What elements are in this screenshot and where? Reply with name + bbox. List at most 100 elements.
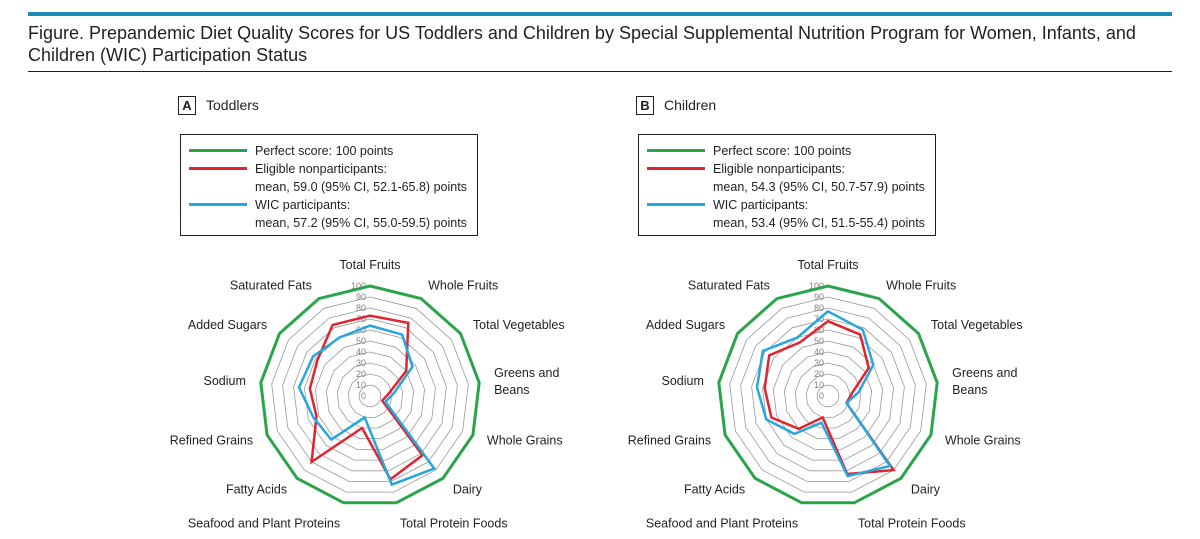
legend-item-perfect: Perfect score: 100 points (647, 142, 935, 160)
series-wic-participants (297, 324, 437, 487)
panel-title: Children (664, 97, 717, 113)
legend-item-nonparticipants: Eligible nonparticipants: mean, 54.3 (95%… (647, 160, 935, 196)
title-divider (28, 71, 1172, 72)
grid (718, 285, 938, 504)
tick-label: 40 (814, 347, 824, 357)
tick-label: 100 (809, 281, 824, 291)
tick-label: 50 (356, 336, 366, 346)
grid-ring (282, 307, 458, 482)
legend-item-participants: WIC participants: mean, 53.4 (95% CI, 51.… (647, 196, 935, 232)
axis-label: Greens and Beans (494, 366, 559, 397)
legend-item-nonparticipants: Eligible nonparticipants: mean, 59.0 (95%… (189, 160, 477, 196)
tick-label: 10 (356, 380, 366, 390)
panel-header: B Children (636, 94, 716, 116)
axis-label: Dairy (453, 483, 483, 497)
axis-label: Refined Grains (628, 433, 711, 447)
axis-label: Whole Grains (487, 433, 563, 447)
legend-label: WIC participants: mean, 53.4 (95% CI, 51.… (713, 198, 925, 230)
panel-header: A Toddlers (178, 94, 259, 116)
legend-label: Eligible nonparticipants: mean, 54.3 (95%… (713, 162, 925, 194)
tick-label: 60 (814, 325, 824, 335)
axis-label: Seafood and Plant Proteins (646, 516, 798, 530)
legend-label: Eligible nonparticipants: mean, 59.0 (95%… (255, 162, 467, 194)
grid-ring (816, 384, 840, 408)
legend-swatch-participants (647, 203, 705, 206)
tick-label: 30 (356, 358, 366, 368)
axis-label: Total Protein Foods (858, 516, 966, 530)
tick-label: 80 (814, 303, 824, 313)
grid-ring (751, 318, 905, 472)
grid-ring (762, 329, 894, 461)
axis-label: Saturated Fats (688, 278, 770, 292)
panel-letter: A (178, 95, 196, 115)
tick-label: 50 (814, 336, 824, 346)
legend-label: Perfect score: 100 points (255, 144, 394, 158)
tick-label: 40 (356, 347, 366, 357)
grid-ring (740, 307, 916, 482)
panel-title: Toddlers (206, 97, 259, 113)
axis-label: Greens and Beans (952, 366, 1017, 397)
axis-label: Added Sugars (188, 318, 267, 332)
series-eligible-nonparticipants (308, 314, 425, 482)
grid-ring (304, 329, 436, 461)
tick-label: 0 (361, 391, 366, 401)
grid-ring (260, 285, 480, 504)
tick-label: 30 (814, 358, 824, 368)
axis-label: Sodium (662, 374, 704, 388)
legend-swatch-perfect (647, 149, 705, 152)
grid-ring (314, 340, 426, 450)
axis-label: Seafood and Plant Proteins (188, 516, 340, 530)
tick-label: 0 (819, 391, 824, 401)
axis-label: Total Fruits (797, 258, 858, 272)
series-perfect-score (259, 284, 481, 505)
tick-label: 80 (356, 303, 366, 313)
axis-label: Dairy (911, 483, 941, 497)
grid-ring (772, 340, 884, 450)
tick-label: 20 (356, 369, 366, 379)
legend-label: WIC participants: mean, 57.2 (95% CI, 55.… (255, 198, 467, 230)
axis-label: Added Sugars (646, 318, 725, 332)
grid-ring (347, 373, 393, 418)
legend-swatch-nonparticipants (647, 167, 705, 170)
grid (260, 285, 480, 504)
tick-label: 100 (351, 281, 366, 291)
tick-label: 90 (356, 292, 366, 302)
axis-label: Total Fruits (339, 258, 400, 272)
axis-label: Fatty Acids (684, 483, 745, 497)
series-wic-participants (755, 309, 893, 478)
tick-label: 90 (814, 292, 824, 302)
axis-label: Total Protein Foods (400, 516, 508, 530)
axis-label: Whole Grains (945, 433, 1021, 447)
legend-item-participants: WIC participants: mean, 57.2 (95% CI, 55.… (189, 196, 477, 232)
axis-label: Fatty Acids (226, 483, 287, 497)
grid-ring (729, 296, 927, 493)
grid-ring (271, 296, 469, 493)
panel-toddlers: 0 10 20 30 40 50 60 70 80 90 100 Total Fruits Whole … (170, 90, 598, 530)
tick-label: 10 (814, 380, 824, 390)
series-perfect-score (717, 284, 939, 505)
grid-ring (805, 373, 851, 418)
axis-label: Total Vegetables (931, 318, 1023, 332)
legend-box: Perfect score: 100 points Eligible nonpa… (180, 134, 478, 236)
top-accent-rule (28, 12, 1172, 16)
axis-label: Saturated Fats (230, 278, 312, 292)
legend-swatch-nonparticipants (189, 167, 247, 170)
figure-title: Figure. Prepandemic Diet Quality Scores … (28, 23, 1136, 65)
panel-children: 0 10 20 30 40 50 60 70 80 90 100 Total Fruits Whole … (628, 90, 1056, 530)
grid-ring (358, 384, 382, 408)
grid-ring (718, 285, 938, 504)
grid-ring (783, 351, 873, 440)
axis-label: Whole Fruits (428, 278, 498, 292)
legend-box: Perfect score: 100 points Eligible nonpa… (638, 134, 936, 236)
tick-label: 20 (814, 369, 824, 379)
axis-label: Total Vegetables (473, 318, 565, 332)
legend-swatch-perfect (189, 149, 247, 152)
axis-label: Refined Grains (170, 433, 253, 447)
panel-letter: B (636, 95, 654, 115)
grid-ring (293, 318, 447, 472)
legend-label: Perfect score: 100 points (713, 144, 852, 158)
axis-label: Sodium (204, 374, 246, 388)
axis-label: Whole Fruits (886, 278, 956, 292)
